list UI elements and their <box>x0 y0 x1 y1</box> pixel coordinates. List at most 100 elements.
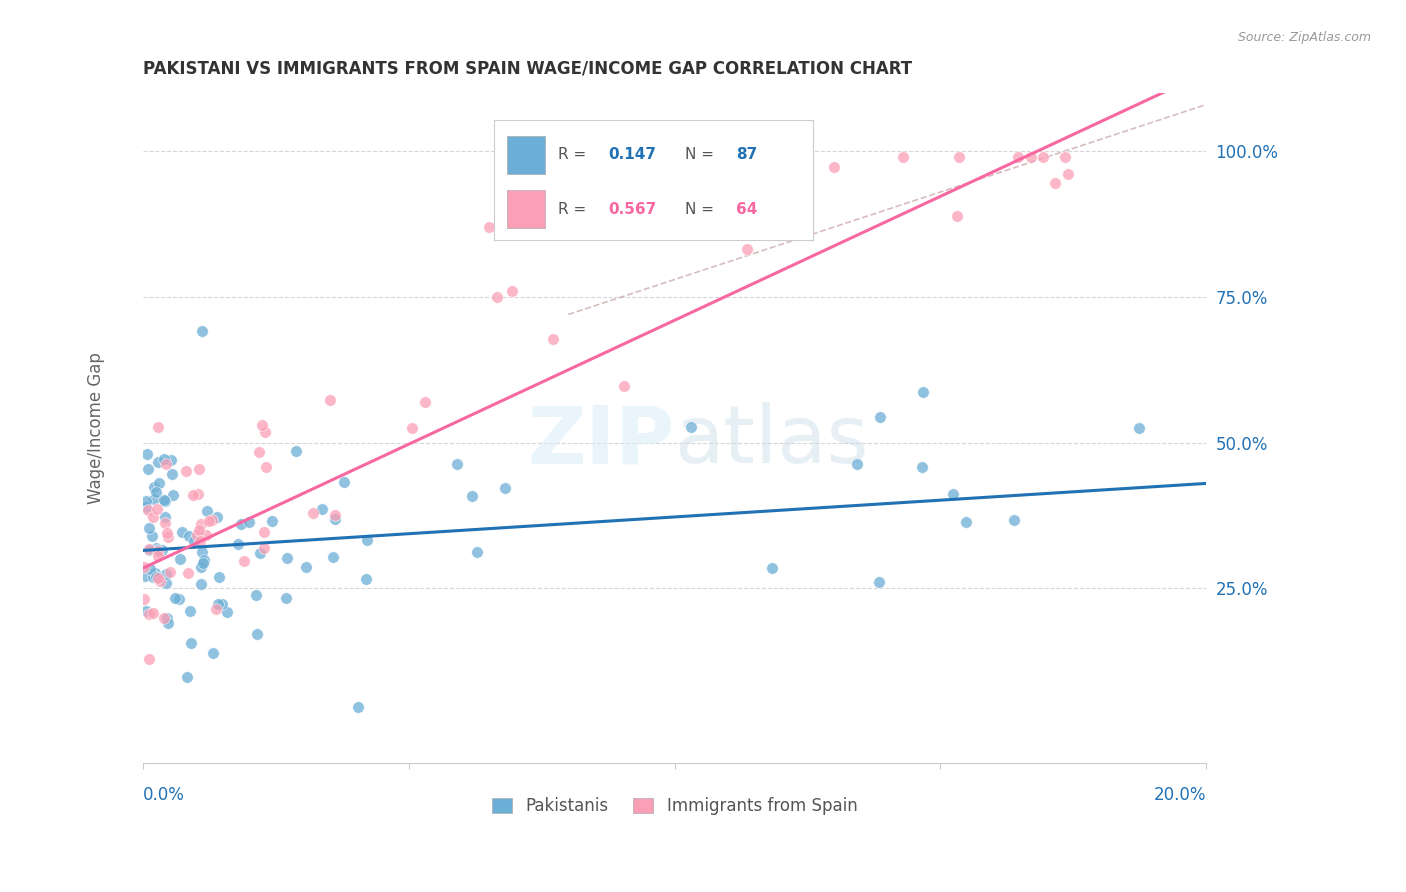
Point <box>231 517 253 532</box>
Point <box>142 607 165 621</box>
Point <box>250 417 273 432</box>
Point <box>869 409 891 424</box>
Point <box>228 537 250 551</box>
Point <box>145 484 167 499</box>
Point <box>132 559 155 574</box>
Point <box>1004 513 1026 527</box>
Point <box>603 220 626 235</box>
Point <box>136 447 159 461</box>
Point <box>501 284 523 298</box>
Point <box>141 529 163 543</box>
Point <box>179 529 201 543</box>
Point <box>139 561 162 575</box>
Point <box>152 543 174 558</box>
Point <box>276 551 298 566</box>
Point <box>153 610 176 624</box>
Point <box>136 502 159 516</box>
Point <box>155 510 177 524</box>
Point <box>1019 150 1042 164</box>
Point <box>1056 167 1078 181</box>
Text: Wage/Income Gap: Wage/Income Gap <box>87 352 104 504</box>
Point <box>155 516 177 531</box>
Point <box>136 461 159 475</box>
Point <box>146 571 169 585</box>
Point <box>207 570 229 584</box>
Point <box>948 150 970 164</box>
Point <box>145 570 167 584</box>
Point <box>155 567 177 582</box>
Point <box>156 530 179 544</box>
Point <box>134 569 156 583</box>
Point <box>149 574 172 589</box>
Point <box>193 553 215 567</box>
Point <box>183 533 205 548</box>
Point <box>486 290 509 304</box>
Point <box>323 508 346 523</box>
Point <box>142 570 165 584</box>
Text: 0.0%: 0.0% <box>143 787 186 805</box>
Point <box>188 462 211 476</box>
Point <box>138 541 160 556</box>
Point <box>494 481 516 495</box>
Point <box>232 554 254 568</box>
Point <box>681 419 703 434</box>
Point <box>187 487 209 501</box>
Point <box>156 610 179 624</box>
Point <box>191 556 214 570</box>
Point <box>301 506 323 520</box>
Point <box>143 491 166 506</box>
Point <box>155 525 177 540</box>
Point <box>311 501 333 516</box>
Point <box>146 502 169 516</box>
Point <box>322 550 344 565</box>
Point <box>946 209 969 223</box>
Point <box>143 566 166 581</box>
Point <box>823 160 845 174</box>
Point <box>146 544 169 558</box>
Point <box>153 452 176 467</box>
Point <box>152 492 174 507</box>
Point <box>295 560 318 574</box>
Point <box>735 242 758 256</box>
Point <box>179 604 201 618</box>
Point <box>955 515 977 529</box>
Point <box>162 488 184 502</box>
Point <box>191 324 214 338</box>
Point <box>749 186 772 201</box>
Point <box>138 607 160 621</box>
Point <box>319 392 342 407</box>
Point <box>245 588 267 602</box>
Point <box>174 464 197 478</box>
Point <box>138 542 160 557</box>
Point <box>254 460 277 475</box>
Point <box>1045 176 1067 190</box>
Point <box>145 541 167 556</box>
Point <box>1128 421 1150 435</box>
Point <box>188 524 211 538</box>
Point <box>211 598 233 612</box>
Point <box>347 700 370 714</box>
Point <box>159 565 181 579</box>
Point <box>197 504 219 518</box>
Point <box>253 425 276 440</box>
Point <box>260 514 283 528</box>
Point <box>163 591 186 606</box>
Point <box>162 467 184 482</box>
Legend: Pakistanis, Immigrants from Spain: Pakistanis, Immigrants from Spain <box>485 790 865 822</box>
Point <box>613 378 636 392</box>
Point <box>683 150 706 164</box>
Point <box>460 489 482 503</box>
Point <box>155 576 177 591</box>
Text: Source: ZipAtlas.com: Source: ZipAtlas.com <box>1237 31 1371 45</box>
Point <box>205 509 228 524</box>
Point <box>413 395 436 409</box>
Point <box>155 494 177 508</box>
Point <box>247 445 270 459</box>
Point <box>143 480 166 494</box>
Point <box>1007 150 1029 164</box>
Point <box>478 220 501 235</box>
Text: ZIP: ZIP <box>527 402 675 481</box>
Point <box>205 602 228 616</box>
Point <box>285 443 308 458</box>
Point <box>190 517 212 532</box>
